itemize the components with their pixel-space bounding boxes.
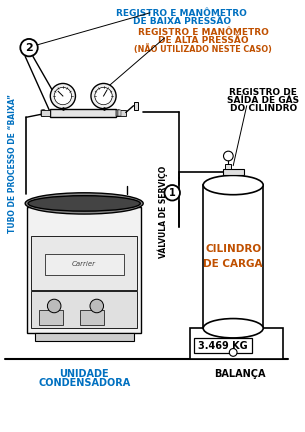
Text: SAÍDA DE GÁS: SAÍDA DE GÁS xyxy=(227,96,299,105)
Circle shape xyxy=(229,349,237,356)
Bar xyxy=(42,110,45,116)
Text: CONDENSADORA: CONDENSADORA xyxy=(38,378,130,388)
Bar xyxy=(116,110,119,116)
Bar xyxy=(31,292,137,328)
Circle shape xyxy=(20,39,38,56)
Text: UNIDADE: UNIDADE xyxy=(59,369,109,379)
Circle shape xyxy=(224,151,233,161)
Bar xyxy=(203,185,263,328)
Text: DE BAIXA PRESSÃO: DE BAIXA PRESSÃO xyxy=(133,17,231,25)
Bar xyxy=(50,108,116,118)
Circle shape xyxy=(91,83,116,108)
Text: 1: 1 xyxy=(169,188,176,198)
Circle shape xyxy=(90,299,103,313)
Text: 3.469 KG: 3.469 KG xyxy=(198,341,247,351)
Bar xyxy=(225,164,231,168)
Bar xyxy=(118,110,121,116)
Text: (NÃO UTILIZADO NESTE CASO): (NÃO UTILIZADO NESTE CASO) xyxy=(134,44,272,54)
Bar xyxy=(41,110,44,116)
Text: REGISTRO DE: REGISTRO DE xyxy=(229,88,297,97)
Bar xyxy=(41,110,50,116)
Bar xyxy=(31,236,137,289)
Ellipse shape xyxy=(203,318,263,338)
Bar xyxy=(45,254,124,275)
Bar xyxy=(116,110,126,116)
Bar xyxy=(39,310,63,325)
Text: DO CILINDRO: DO CILINDRO xyxy=(230,104,297,113)
Text: Carrier: Carrier xyxy=(72,261,96,267)
Bar xyxy=(41,110,44,116)
Bar xyxy=(117,110,120,116)
Bar xyxy=(193,338,252,353)
Circle shape xyxy=(164,185,180,200)
Bar xyxy=(41,110,45,116)
Bar xyxy=(27,207,141,333)
Ellipse shape xyxy=(25,193,143,214)
Ellipse shape xyxy=(28,196,140,211)
Text: REGISTRO E MANÔMETRO: REGISTRO E MANÔMETRO xyxy=(138,28,269,37)
Bar xyxy=(117,110,120,116)
Text: BALANÇA: BALANÇA xyxy=(214,369,266,379)
Circle shape xyxy=(54,87,72,105)
Text: DE CARGA: DE CARGA xyxy=(203,259,263,270)
Bar xyxy=(35,333,134,341)
Circle shape xyxy=(95,87,112,105)
Bar xyxy=(43,110,45,116)
Circle shape xyxy=(50,83,75,108)
Bar xyxy=(223,168,244,175)
Text: CILINDRO: CILINDRO xyxy=(205,244,261,254)
Bar xyxy=(134,102,138,110)
Bar xyxy=(190,328,284,359)
Circle shape xyxy=(47,299,61,313)
Ellipse shape xyxy=(203,175,263,195)
Text: 2: 2 xyxy=(25,43,33,53)
Text: TUBO DE PROCESSO DE “BAIXA”: TUBO DE PROCESSO DE “BAIXA” xyxy=(8,94,17,233)
Bar xyxy=(117,110,120,116)
Text: VÁLVULA DE SERVIÇO: VÁLVULA DE SERVIÇO xyxy=(157,166,168,258)
Text: REGISTRO E MANÔMETRO: REGISTRO E MANÔMETRO xyxy=(117,9,247,18)
Text: DE ALTA PRESSÃO: DE ALTA PRESSÃO xyxy=(158,36,249,45)
Bar xyxy=(80,310,105,325)
